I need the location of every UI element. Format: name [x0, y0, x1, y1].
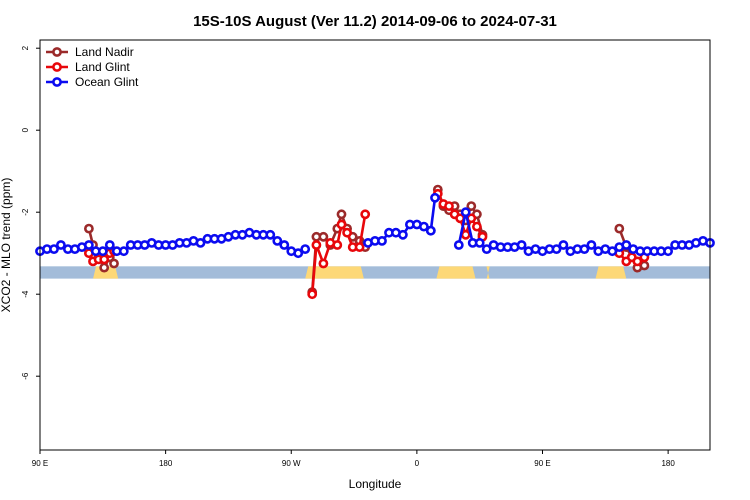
- series-0-point-22: [466, 201, 477, 211]
- legend-label-0: Land Nadir: [75, 45, 134, 59]
- series-2-point-68: [586, 240, 597, 250]
- legend-label-2: Ocean Glint: [75, 75, 139, 89]
- legend-marker-2: [52, 77, 62, 87]
- series-1-point-6: [307, 289, 318, 300]
- series-2-point-49: [453, 240, 464, 250]
- series-2-point-34: [272, 235, 283, 246]
- series-2-point-63: [551, 244, 562, 254]
- ocean-band: [40, 266, 710, 279]
- series-1-point-11: [336, 219, 347, 230]
- series-1-point-18: [444, 201, 454, 211]
- series-2-point-79: [663, 246, 673, 257]
- series-2-point-33: [265, 229, 276, 240]
- legend-label-1: Land Glint: [75, 60, 130, 74]
- series-0-point-25: [614, 223, 625, 234]
- series-1-point-8: [318, 258, 329, 269]
- series-0-point-8: [318, 231, 329, 242]
- land-segment-2: [436, 266, 476, 279]
- y-tick-label-2: -2: [21, 208, 30, 216]
- x-tick-label-3: 0: [415, 459, 420, 468]
- x-tick-label-0: 90 E: [32, 459, 48, 468]
- series-1-point-21: [460, 229, 471, 240]
- series-1-point-28: [632, 256, 643, 267]
- y-tick-label-1: 0: [21, 127, 30, 132]
- series-1-point-15: [360, 209, 371, 220]
- series-2-point-44: [397, 229, 408, 240]
- series-2-point-37: [293, 248, 304, 259]
- series-1-point-14: [354, 242, 365, 252]
- series-0-point-11: [336, 209, 347, 220]
- land-segment-1: [305, 266, 364, 279]
- x-tick-label-1: 180: [159, 459, 173, 468]
- x-axis-ticks: 90 E 180 90 W 0 90 E 180: [32, 450, 675, 468]
- x-axis-label: Longitude: [349, 477, 402, 491]
- series-2-point-71: [607, 246, 618, 257]
- series-1-point-7: [311, 240, 322, 250]
- series-2-point-38: [300, 244, 311, 254]
- series-2-point-12: [118, 246, 129, 257]
- series-2: [35, 207, 715, 259]
- series-0-point-0: [84, 223, 94, 234]
- y-tick-label-4: -6: [21, 372, 30, 380]
- series-2-point-7: [84, 240, 94, 250]
- series-2-point-50: [460, 207, 471, 218]
- x-tick-label-5: 180: [661, 459, 675, 468]
- series-1-point-23: [471, 221, 482, 232]
- series-2-point-64: [558, 240, 569, 250]
- y-axis-label: XCO2 - MLO trend (ppm): [0, 178, 13, 313]
- series-layer: [35, 184, 715, 300]
- series-line-3: [429, 197, 437, 231]
- series-2-point-10: [104, 240, 115, 250]
- series-1-point-10: [332, 240, 343, 250]
- series-2-point-3: [56, 240, 66, 250]
- y-axis-ticks: 2 0 -2 -4 -6: [21, 45, 40, 380]
- land-mask: [40, 266, 710, 279]
- land-segment-4: [595, 266, 627, 279]
- series-2-point-47: [418, 221, 429, 232]
- series-2-point-2: [49, 244, 59, 254]
- series-2-point-73: [621, 240, 632, 250]
- series-0-point-3: [99, 262, 110, 273]
- series-2-point-35: [279, 240, 290, 250]
- series-2-point-67: [579, 244, 590, 254]
- chart-title: 15S-10S August (Ver 11.2) 2014-09-06 to …: [193, 13, 557, 30]
- series-3-point-0: [425, 225, 436, 236]
- series-3: [425, 192, 440, 236]
- series-2-point-9: [97, 246, 108, 257]
- legend-marker-0: [52, 47, 62, 57]
- series-2-point-53: [481, 244, 492, 254]
- y-tick-label-3: -4: [21, 290, 30, 298]
- y-tick-label-0: 2: [21, 45, 30, 50]
- x-tick-label-2: 90 W: [282, 459, 301, 468]
- series-2-point-23: [195, 237, 206, 248]
- land-segment-3: [486, 266, 490, 279]
- series-2-point-41: [377, 235, 387, 246]
- series-2-point-52: [474, 237, 485, 248]
- series-1-point-12: [342, 227, 352, 238]
- x-tick-label-4: 90 E: [534, 459, 550, 468]
- series-0-point-5: [109, 258, 119, 269]
- plot-frame: [39, 39, 711, 451]
- legend-marker-1: [52, 62, 62, 72]
- series-2-point-58: [516, 240, 527, 250]
- series-3-point-1: [430, 192, 440, 203]
- land-segment-0: [93, 266, 119, 279]
